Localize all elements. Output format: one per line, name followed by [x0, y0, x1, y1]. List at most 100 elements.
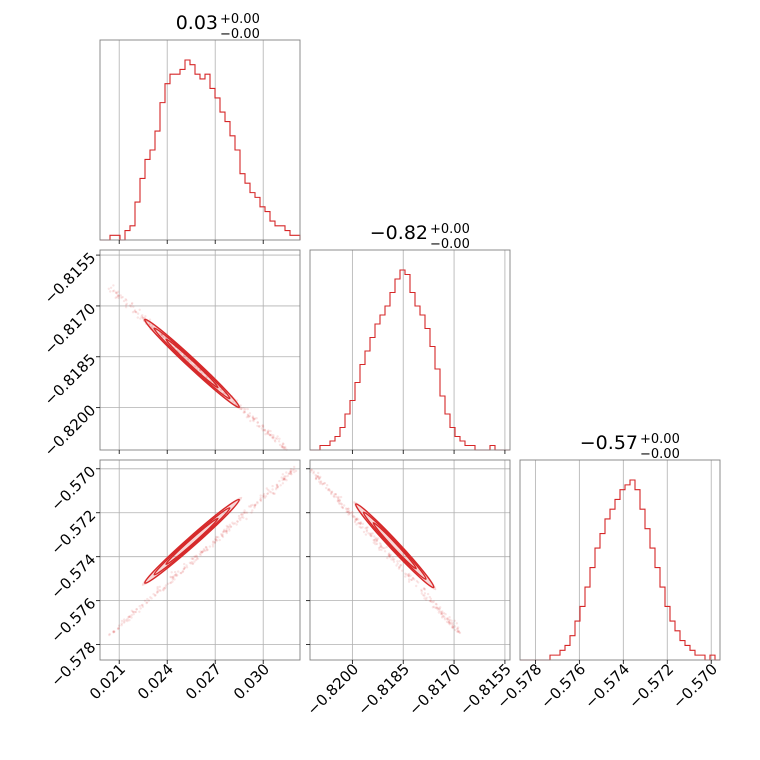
scatter-point	[355, 523, 358, 526]
y-tick-label: −0.574	[47, 550, 99, 602]
scatter-point	[321, 482, 324, 485]
scatter-point	[434, 606, 437, 610]
scatter-point	[289, 470, 293, 473]
scatter-point	[341, 506, 344, 509]
scatter-point	[365, 530, 368, 533]
scatter-point	[124, 298, 127, 301]
scatter-point	[436, 606, 439, 610]
scatter-point	[358, 525, 361, 529]
scatter-point	[222, 530, 226, 533]
scatter-point	[135, 608, 138, 611]
scatter-point	[259, 498, 262, 501]
scatter-point	[375, 538, 378, 541]
scatter-point	[132, 305, 135, 308]
scatter-point	[309, 468, 313, 472]
scatter-point	[225, 530, 229, 533]
scatter-point	[214, 538, 217, 541]
x-tick-label: −0.8185	[354, 660, 413, 719]
scatter-point	[452, 624, 455, 627]
scatter-point	[195, 554, 198, 557]
scatter-point	[432, 605, 436, 608]
scatter-point	[241, 513, 244, 516]
scatter-point	[368, 532, 372, 535]
scatter-point	[240, 512, 243, 516]
title-upper-error: +0.00	[640, 432, 680, 447]
scatter-point	[239, 404, 242, 407]
scatter-point	[281, 444, 284, 447]
scatter-point	[205, 376, 209, 379]
scatter-point	[319, 475, 322, 479]
scatter-point	[270, 436, 274, 439]
hist-series-2	[520, 479, 720, 661]
scatter-point	[117, 627, 120, 630]
scatter-point	[423, 592, 427, 595]
scatter-point	[141, 603, 144, 607]
scatter-point	[117, 627, 120, 630]
scatter-point	[401, 569, 404, 572]
scatter-point	[417, 581, 420, 584]
scatter-point	[442, 612, 446, 615]
scatter-point	[456, 626, 460, 629]
scatter-point	[133, 610, 137, 614]
scatter-point	[283, 477, 286, 481]
scatter-point	[328, 488, 331, 491]
scatter-point	[351, 510, 354, 514]
scatter-point	[243, 410, 247, 414]
scatter-point	[284, 445, 287, 449]
scatter-point	[451, 625, 454, 629]
scatter-point	[343, 504, 346, 507]
scatter-point	[348, 511, 351, 515]
scatter-point	[176, 574, 179, 577]
scatter-point	[327, 488, 330, 492]
scatter-point	[451, 623, 454, 626]
scatter-point	[263, 428, 266, 431]
scatter-point	[274, 437, 278, 440]
scatter-point	[347, 513, 350, 516]
scatter-point	[253, 417, 257, 420]
scatter-point	[237, 514, 241, 518]
scatter-point	[256, 500, 259, 504]
scatter-point	[337, 495, 340, 499]
scatter-point	[241, 515, 244, 518]
scatter-point	[114, 296, 117, 300]
scatter-point	[420, 592, 423, 595]
scatter-point	[258, 424, 261, 428]
scatter-point	[148, 318, 152, 321]
scatter-point	[396, 560, 399, 563]
scatter-point	[398, 565, 401, 568]
scatter-point	[347, 510, 351, 513]
scatter-point	[246, 414, 250, 417]
scatter-point	[374, 540, 377, 544]
scatter-point	[109, 286, 113, 289]
y-tick-label: −0.8155	[41, 249, 100, 308]
scatter-point	[274, 488, 278, 491]
scatter-point	[435, 606, 438, 609]
contour-line	[143, 318, 241, 409]
scatter-point	[336, 500, 340, 503]
scatter-point	[206, 548, 209, 552]
scatter-point	[225, 524, 228, 528]
scatter-point	[267, 432, 270, 435]
scatter-point	[243, 509, 246, 512]
scatter-point	[338, 499, 341, 502]
scatter-point	[246, 413, 250, 416]
x-tick-label: 0.030	[230, 660, 273, 703]
scatter-point	[219, 388, 223, 391]
scatter-point	[173, 574, 177, 577]
scatter-point	[276, 435, 279, 438]
x-tick-label: −0.8200	[304, 660, 363, 719]
scatter-point	[222, 529, 226, 533]
scatter-point	[225, 529, 228, 532]
scatter-point	[128, 619, 131, 622]
scatter-point	[247, 415, 250, 419]
scatter-point	[227, 525, 230, 528]
scatter-point	[318, 480, 321, 483]
scatter-point	[364, 533, 368, 536]
scatter-point	[273, 439, 277, 442]
scatter-point	[162, 335, 165, 338]
scatter-point	[372, 541, 375, 544]
scatter-point	[202, 548, 206, 551]
y-tick-label: −0.572	[47, 506, 99, 558]
scatter-point	[117, 294, 121, 298]
scatter-point	[375, 539, 379, 543]
